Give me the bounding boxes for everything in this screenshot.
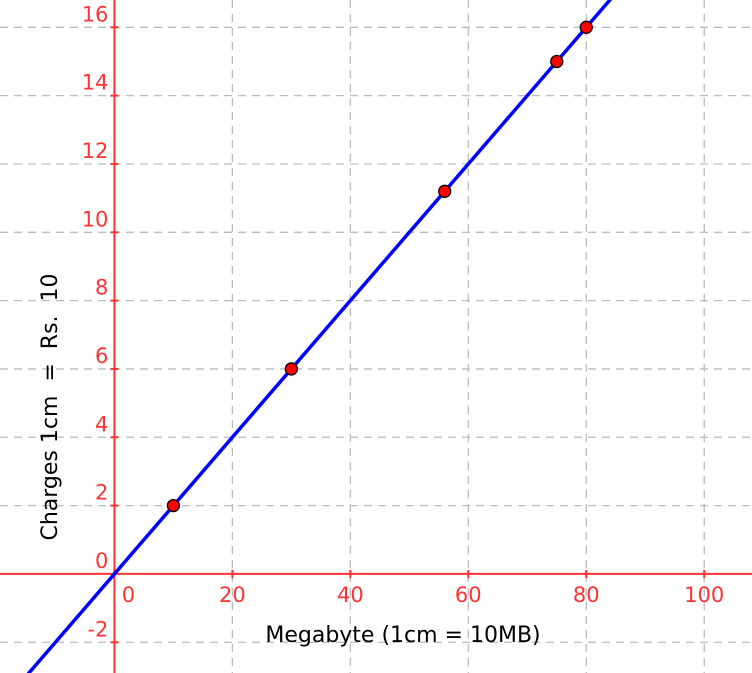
data-point xyxy=(284,362,299,376)
y-tick-label: 16 xyxy=(82,2,109,26)
data-point xyxy=(579,20,593,34)
y-tick-label: 10 xyxy=(82,207,109,231)
y-tick-label: 14 xyxy=(82,71,109,95)
y-tick-label: 6 xyxy=(95,344,108,368)
y-axis-label: Charges 1cm = Rs. 10 xyxy=(38,273,63,540)
x-tick-label: 20 xyxy=(219,583,246,607)
data-point xyxy=(438,184,452,198)
x-tick-label: 0 xyxy=(122,583,135,607)
series-line xyxy=(26,0,613,673)
y-tick-label: 0 xyxy=(95,549,108,573)
x-axis-label: Megabyte (1cm = 10MB) xyxy=(265,623,540,648)
data-point xyxy=(550,54,564,69)
y-tick-label: 2 xyxy=(95,481,108,505)
x-tick-label: 80 xyxy=(573,583,600,607)
data-point xyxy=(166,498,181,513)
x-tick-label: 100 xyxy=(684,583,724,607)
y-tick-label: 12 xyxy=(82,139,109,163)
y-tick-label: -2 xyxy=(87,617,108,641)
x-tick-label: 60 xyxy=(455,583,482,607)
y-tick-label: 4 xyxy=(95,412,108,436)
x-tick-label: 40 xyxy=(337,583,364,607)
tick-labels: 0 20 40 60 80 100 -2 0 2 4 6 8 10 12 14 16 xyxy=(82,2,725,641)
y-tick-label: 8 xyxy=(95,276,108,300)
series xyxy=(26,0,613,673)
